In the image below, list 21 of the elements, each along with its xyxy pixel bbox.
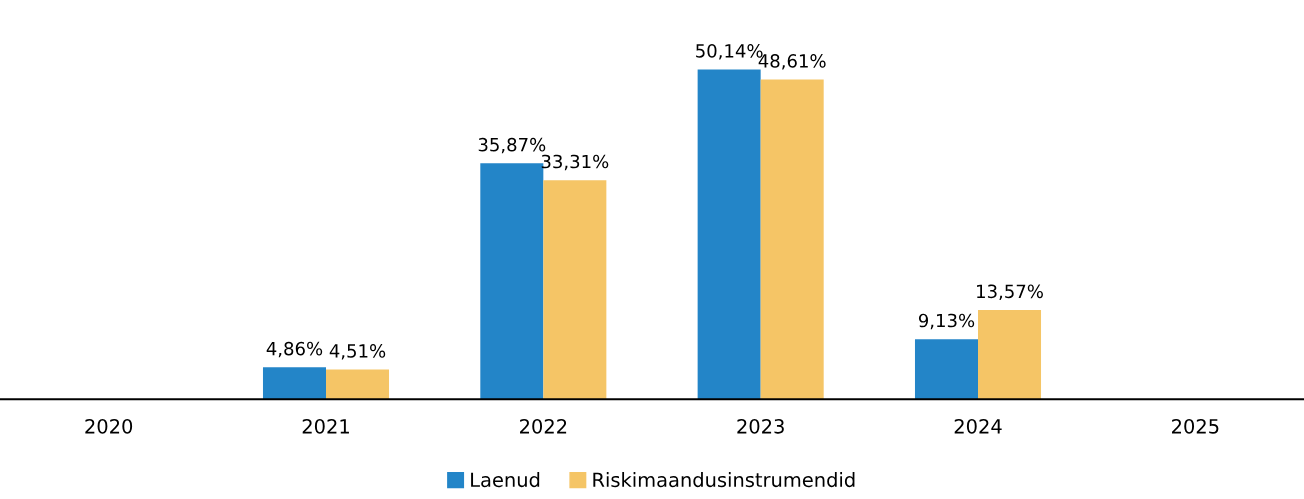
data-label: 33,31%	[541, 154, 609, 171]
bar	[697, 69, 761, 400]
bar	[543, 180, 607, 400]
data-label: 9,13%	[918, 313, 975, 330]
x-tick-label: 2021	[302, 418, 349, 434]
bar	[978, 309, 1042, 400]
legend-label: Laenud	[471, 472, 540, 488]
x-tick-label: 2024	[954, 418, 1002, 434]
data-label: 13,57%	[977, 284, 1043, 300]
x-tick-label: 2020	[85, 418, 133, 434]
x-tick-label: 2023	[737, 418, 784, 434]
bar	[760, 79, 824, 400]
bar	[262, 367, 326, 400]
x-tick-label: 2022	[520, 418, 567, 434]
bar	[326, 369, 390, 400]
data-label: 4,86%	[266, 341, 323, 358]
x-tick-label: 2025	[1172, 418, 1219, 434]
data-label: 4,51%	[329, 344, 386, 360]
legend-label: Riskimaandusinstrumendid	[593, 472, 855, 488]
bar	[914, 339, 978, 400]
data-label: 35,87%	[478, 137, 546, 154]
